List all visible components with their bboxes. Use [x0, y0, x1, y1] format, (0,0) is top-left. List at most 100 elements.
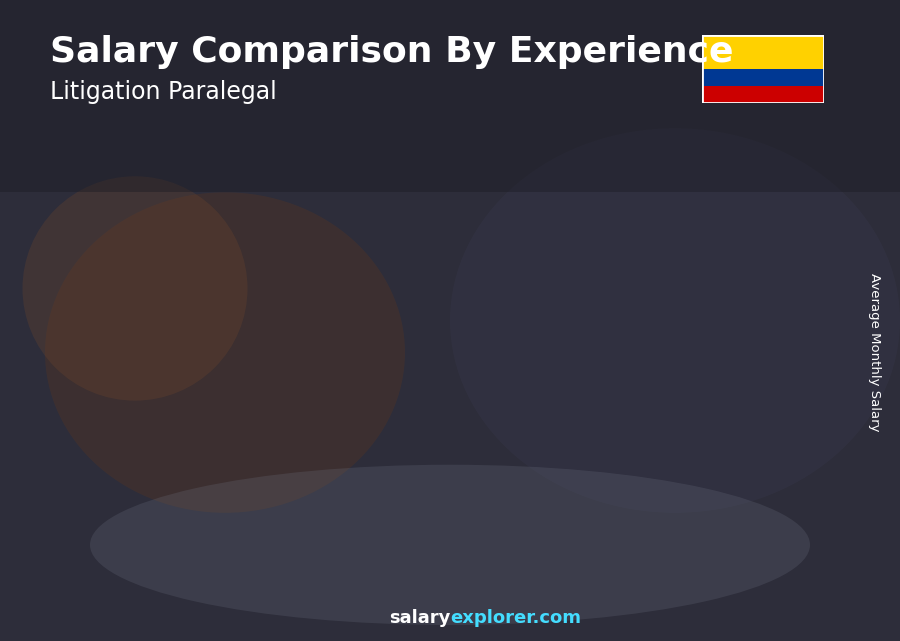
Polygon shape [326, 509, 390, 512]
Polygon shape [449, 351, 453, 537]
Polygon shape [449, 499, 514, 504]
Polygon shape [573, 336, 637, 342]
Polygon shape [78, 526, 142, 528]
Polygon shape [697, 262, 761, 269]
Polygon shape [449, 383, 514, 388]
Polygon shape [449, 369, 514, 374]
Polygon shape [202, 515, 266, 517]
Polygon shape [202, 494, 266, 497]
Polygon shape [326, 439, 390, 443]
Polygon shape [78, 524, 142, 525]
Polygon shape [697, 276, 761, 283]
Polygon shape [697, 459, 761, 466]
Polygon shape [697, 319, 761, 326]
Polygon shape [78, 532, 142, 534]
Polygon shape [202, 521, 266, 523]
Polygon shape [202, 483, 266, 486]
Polygon shape [449, 425, 514, 429]
Polygon shape [78, 500, 142, 501]
Polygon shape [697, 501, 761, 508]
Text: +nan%: +nan% [483, 196, 576, 220]
Polygon shape [78, 491, 142, 493]
Polygon shape [142, 466, 151, 537]
Polygon shape [573, 437, 637, 442]
Polygon shape [697, 403, 761, 410]
Polygon shape [573, 365, 637, 371]
Polygon shape [449, 481, 514, 485]
Polygon shape [449, 429, 514, 435]
Polygon shape [202, 468, 266, 470]
Text: 5 to 10: 5 to 10 [326, 558, 390, 574]
Polygon shape [697, 244, 770, 255]
Polygon shape [449, 448, 514, 453]
Polygon shape [326, 429, 390, 432]
Polygon shape [202, 461, 266, 463]
Polygon shape [326, 505, 390, 509]
Polygon shape [326, 499, 390, 502]
Polygon shape [78, 503, 142, 504]
Polygon shape [697, 347, 761, 354]
Polygon shape [573, 401, 637, 406]
Text: 0 USD: 0 USD [635, 221, 687, 238]
Polygon shape [449, 513, 514, 518]
Polygon shape [697, 438, 761, 445]
Text: 0 USD: 0 USD [265, 363, 316, 381]
Polygon shape [326, 419, 390, 422]
Polygon shape [202, 448, 205, 537]
Polygon shape [202, 465, 266, 468]
Polygon shape [78, 510, 142, 512]
Polygon shape [697, 417, 761, 424]
Polygon shape [78, 515, 142, 516]
Polygon shape [202, 463, 266, 465]
Polygon shape [326, 404, 390, 408]
Polygon shape [326, 516, 390, 519]
Polygon shape [697, 452, 761, 459]
Polygon shape [202, 459, 266, 461]
Polygon shape [637, 288, 646, 537]
Polygon shape [266, 436, 274, 537]
Polygon shape [326, 443, 390, 446]
Polygon shape [326, 512, 390, 516]
Polygon shape [573, 300, 576, 537]
Polygon shape [78, 519, 142, 520]
Text: 0 USD: 0 USD [17, 443, 68, 462]
Polygon shape [573, 419, 637, 424]
Ellipse shape [22, 176, 248, 401]
Polygon shape [449, 339, 522, 351]
Polygon shape [326, 492, 390, 495]
Polygon shape [573, 424, 637, 430]
Polygon shape [202, 479, 266, 481]
Polygon shape [573, 501, 637, 507]
Polygon shape [78, 484, 142, 485]
Polygon shape [78, 478, 142, 479]
Text: 0 USD: 0 USD [512, 265, 563, 283]
Polygon shape [697, 389, 761, 396]
Polygon shape [326, 386, 399, 397]
Polygon shape [449, 378, 514, 383]
Polygon shape [449, 365, 514, 369]
Polygon shape [202, 506, 266, 508]
Polygon shape [449, 420, 514, 425]
Polygon shape [326, 481, 390, 485]
Polygon shape [202, 499, 266, 501]
Polygon shape [697, 375, 761, 382]
Polygon shape [449, 467, 514, 472]
Text: Salary Comparison By Experience: Salary Comparison By Experience [50, 35, 733, 69]
Polygon shape [697, 473, 761, 480]
Polygon shape [573, 312, 637, 318]
Polygon shape [573, 489, 637, 495]
Polygon shape [78, 512, 142, 513]
Polygon shape [573, 466, 637, 472]
Polygon shape [697, 283, 761, 290]
Polygon shape [449, 388, 514, 392]
Ellipse shape [45, 192, 405, 513]
Polygon shape [514, 339, 522, 537]
Polygon shape [573, 288, 646, 300]
Polygon shape [78, 485, 142, 487]
Polygon shape [78, 487, 142, 488]
Polygon shape [573, 430, 637, 437]
Polygon shape [326, 412, 390, 415]
Text: salary: salary [389, 609, 450, 627]
Polygon shape [449, 406, 514, 411]
Bar [702, 86, 824, 103]
